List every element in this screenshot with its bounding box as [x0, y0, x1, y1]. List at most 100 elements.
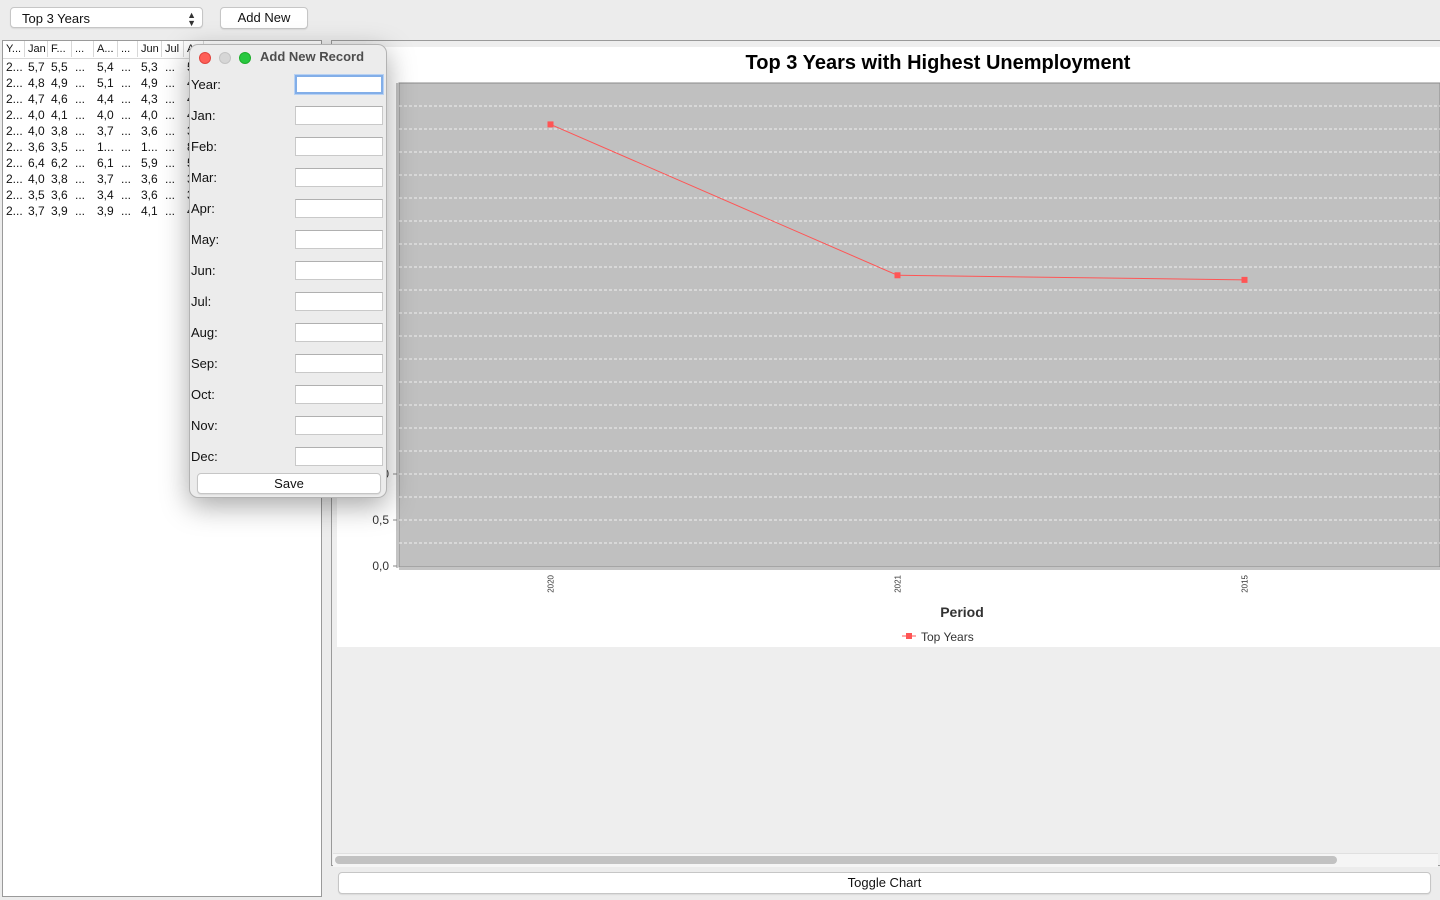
jun-input[interactable] [295, 261, 383, 280]
oct-input[interactable] [295, 385, 383, 404]
column-header[interactable]: Jan [25, 41, 48, 57]
table-cell: ... [121, 156, 132, 170]
table-cell: 4,9 [51, 76, 68, 90]
column-header[interactable]: ... [118, 41, 138, 57]
plot-area [398, 82, 1440, 568]
mar-input[interactable] [295, 168, 383, 187]
x-tick-label: 2021 [894, 574, 903, 592]
dec-input[interactable] [295, 447, 383, 466]
sep-input[interactable] [295, 354, 383, 373]
table-cell: 5,9 [141, 156, 158, 170]
table-cell: 2... [6, 172, 23, 186]
table-cell: 2... [6, 140, 23, 154]
table-cell: 5,3 [141, 60, 158, 74]
table-row[interactable]: 2...3,73,9...3,9...4,1...4 [3, 203, 321, 219]
table-cell: 4,3 [141, 92, 158, 106]
table-row[interactable]: 2...4,03,8...3,7...3,6...3 [3, 123, 321, 139]
close-icon[interactable] [199, 52, 211, 64]
dialog-title: Add New Record [260, 49, 365, 64]
table-cell: ... [75, 204, 86, 218]
chart-title: Top 3 Years with Highest Unemployment [746, 52, 1131, 74]
dialog-titlebar: Add New Record [190, 45, 386, 69]
may-input[interactable] [295, 230, 383, 249]
field-label-year: Year: [191, 77, 221, 92]
column-header[interactable]: Jul [162, 41, 184, 57]
table-cell: 3,6 [51, 188, 68, 202]
column-header[interactable]: Jun [138, 41, 162, 57]
table-cell: ... [75, 76, 86, 90]
table-cell: ... [121, 92, 132, 106]
table-cell: 4,9 [141, 76, 158, 90]
field-label-may: May: [191, 232, 220, 247]
table-cell: 6,1 [97, 156, 114, 170]
minimize-icon[interactable] [219, 52, 231, 64]
year-input[interactable] [295, 75, 383, 94]
table-cell: 6,4 [28, 156, 45, 170]
table-cell: 2... [6, 108, 23, 122]
table-body: 2...5,75,5...5,4...5,3...52...4,84,9...5… [3, 59, 321, 219]
legend: Top Years [902, 630, 974, 644]
field-label-nov: Nov: [191, 418, 218, 433]
dataset-select[interactable]: Top 3 Years ▲ ▼ [10, 7, 203, 28]
apr-input[interactable] [295, 199, 383, 218]
jan-input[interactable] [295, 106, 383, 125]
column-header[interactable]: ... [72, 41, 94, 57]
table-cell: 5,4 [97, 60, 114, 74]
table-row[interactable]: 2...6,46,2...6,1...5,9...5 [3, 155, 321, 171]
table-cell: 3,8 [51, 124, 68, 138]
column-header[interactable]: A... [94, 41, 118, 57]
y-tick-label: 0,0 [372, 559, 389, 573]
table-cell: ... [165, 76, 176, 90]
table-cell: 5,1 [97, 76, 114, 90]
add-new-button[interactable]: Add New [220, 7, 308, 29]
table-row[interactable]: 2...4,04,1...4,0...4,0...4 [3, 107, 321, 123]
table-cell: 2... [6, 124, 23, 138]
feb-input[interactable] [295, 137, 383, 156]
table-cell: 3,7 [97, 124, 114, 138]
toggle-chart-button[interactable]: Toggle Chart [338, 872, 1431, 894]
aug-input[interactable] [295, 323, 383, 342]
table-cell: 4,0 [28, 108, 45, 122]
table-cell: 2... [6, 188, 23, 202]
table-cell: ... [121, 76, 132, 90]
table-cell: ... [75, 156, 86, 170]
save-button[interactable]: Save [197, 473, 381, 494]
table-cell: 3,5 [51, 140, 68, 154]
field-label-oct: Oct: [191, 387, 215, 402]
table-cell: 3,5 [28, 188, 45, 202]
table-cell: 5,7 [28, 60, 45, 74]
table-cell: 3,8 [51, 172, 68, 186]
x-axis-ticks: 2020 2021 2015 [547, 574, 1250, 592]
table-cell: 4,0 [28, 172, 45, 186]
chart-container: Top 3 Years with Highest Unemployment 0,… [337, 47, 1440, 647]
table-cell: ... [75, 124, 86, 138]
field-label-jul: Jul: [191, 294, 212, 309]
jul-input[interactable] [295, 292, 383, 311]
column-header[interactable]: F... [48, 41, 72, 57]
chevron-up-down-icon: ▲ ▼ [187, 10, 196, 28]
x-tick-label: 2020 [547, 574, 556, 592]
field-label-mar: Mar: [191, 170, 217, 185]
table-cell: 3,6 [141, 188, 158, 202]
x-axis-label: Period [940, 604, 984, 620]
column-header[interactable]: Y... [3, 41, 25, 57]
table-row[interactable]: 2...5,75,5...5,4...5,3...5 [3, 59, 321, 75]
nov-input[interactable] [295, 416, 383, 435]
table-cell: ... [165, 92, 176, 106]
table-cell: 1... [141, 140, 158, 154]
table-cell: ... [165, 188, 176, 202]
table-cell: 2... [6, 204, 23, 218]
data-point [894, 272, 901, 279]
series-layer [547, 121, 1248, 283]
table-cell: 3,6 [141, 172, 158, 186]
table-cell: 3,9 [51, 204, 68, 218]
field-label-jun: Jun: [191, 263, 216, 278]
x-tick-label: 2015 [1241, 574, 1250, 592]
line-chart: Top 3 Years with Highest Unemployment 0,… [372, 52, 1440, 644]
scrollbar-thumb[interactable] [335, 856, 1337, 864]
zoom-icon[interactable] [239, 52, 251, 64]
table-cell: 5,5 [51, 60, 68, 74]
data-point [1241, 276, 1248, 283]
table-cell: ... [75, 60, 86, 74]
table-row[interactable]: 2...3,53,6...3,4...3,6...3 [3, 187, 321, 203]
